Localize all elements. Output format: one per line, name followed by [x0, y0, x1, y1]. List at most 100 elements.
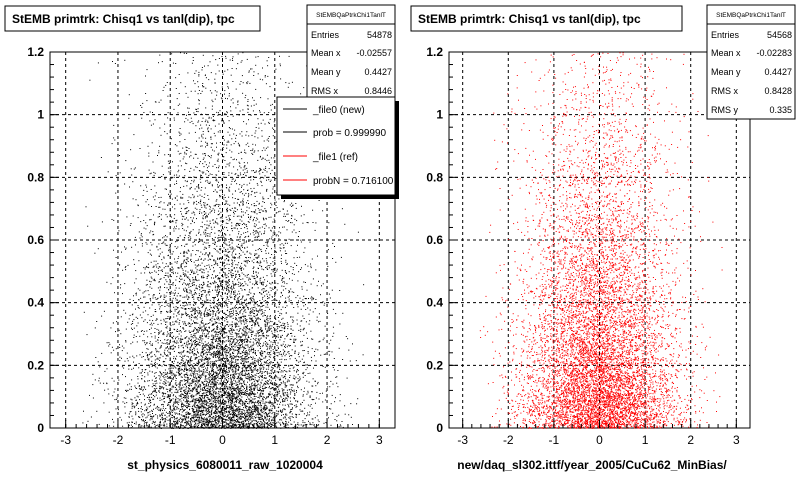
scatter-point — [264, 175, 266, 177]
scatter-point — [242, 368, 244, 370]
scatter-point — [238, 307, 240, 308]
scatter-point — [276, 361, 278, 363]
scatter-point — [252, 344, 254, 346]
scatter-point — [160, 270, 162, 272]
scatter-point — [166, 236, 168, 238]
scatter-point — [206, 170, 208, 171]
scatter-point — [272, 264, 274, 266]
scatter-point — [293, 273, 295, 275]
scatter-point — [212, 149, 213, 151]
scatter-point — [234, 322, 236, 324]
scatter-point — [276, 300, 278, 301]
scatter-point — [209, 61, 211, 63]
scatter-point — [180, 331, 182, 333]
scatter-point — [233, 339, 234, 341]
scatter-point — [226, 335, 228, 337]
scatter-point — [220, 410, 222, 412]
scatter-point — [310, 265, 312, 267]
scatter-point — [194, 131, 196, 133]
scatter-point — [272, 135, 274, 137]
scatter-point — [259, 384, 261, 386]
scatter-point — [245, 353, 247, 355]
scatter-point — [178, 386, 180, 388]
scatter-point — [239, 302, 241, 304]
scatter-point — [212, 116, 214, 117]
scatter-point — [272, 336, 274, 338]
scatter-point — [182, 302, 184, 304]
scatter-point — [318, 321, 319, 323]
scatter-point — [196, 288, 198, 290]
scatter-point — [314, 426, 316, 428]
scatter-point — [142, 393, 144, 395]
scatter-point — [191, 180, 193, 182]
scatter-point — [221, 187, 223, 189]
scatter-point — [286, 213, 288, 215]
scatter-point — [211, 386, 213, 388]
scatter-point — [282, 404, 284, 406]
scatter-point — [255, 283, 257, 285]
scatter-point — [196, 420, 198, 422]
scatter-point — [190, 336, 192, 338]
scatter-point — [228, 371, 230, 373]
scatter-point — [238, 198, 240, 200]
scatter-point — [244, 306, 246, 308]
scatter-point — [295, 400, 297, 402]
scatter-point — [198, 71, 200, 73]
scatter-point — [208, 398, 210, 400]
scatter-point — [218, 240, 220, 242]
scatter-point — [331, 289, 333, 291]
scatter-point — [265, 300, 267, 301]
scatter-point — [276, 414, 278, 416]
scatter-point — [246, 385, 248, 387]
scatter-point — [146, 410, 148, 412]
scatter-point — [292, 267, 294, 268]
scatter-point — [132, 421, 133, 423]
scatter-point — [194, 403, 196, 405]
scatter-point — [180, 211, 182, 212]
scatter-point — [275, 349, 277, 351]
scatter-point — [173, 340, 175, 342]
scatter-point — [220, 360, 222, 362]
scatter-point — [261, 371, 263, 373]
scatter-point — [199, 269, 201, 271]
scatter-point — [172, 378, 174, 380]
scatter-point — [196, 378, 198, 379]
scatter-point — [235, 224, 237, 226]
scatter-point — [275, 388, 277, 390]
scatter-point — [186, 243, 188, 245]
scatter-point — [235, 276, 237, 278]
scatter-point — [278, 371, 280, 373]
scatter-point — [196, 373, 198, 375]
scatter-point — [229, 387, 231, 389]
scatter-point — [265, 217, 267, 219]
scatter-point — [230, 273, 232, 275]
scatter-point — [186, 346, 188, 348]
scatter-point — [196, 379, 198, 381]
scatter-point — [152, 320, 154, 322]
scatter-point — [245, 257, 247, 258]
scatter-point — [329, 408, 330, 410]
scatter-point — [163, 422, 165, 424]
scatter-point — [283, 341, 285, 343]
scatter-point — [193, 381, 195, 383]
scatter-point — [232, 250, 234, 252]
scatter-point — [224, 93, 225, 95]
scatter-point — [240, 377, 242, 379]
scatter-point — [143, 220, 145, 221]
scatter-point — [240, 191, 242, 193]
scatter-point — [209, 90, 211, 92]
scatter-point — [220, 362, 222, 364]
scatter-point — [207, 203, 209, 205]
scatter-point — [234, 323, 236, 325]
scatter-point — [161, 412, 163, 414]
scatter-point — [271, 330, 273, 332]
scatter-point — [240, 215, 242, 217]
scatter-point — [233, 210, 235, 212]
scatter-point — [233, 426, 235, 428]
scatter-point — [233, 311, 234, 313]
scatter-point — [135, 278, 137, 280]
scatter-point — [227, 336, 229, 338]
scatter-point — [257, 400, 259, 402]
scatter-point — [177, 331, 178, 332]
scatter-point — [238, 233, 239, 235]
